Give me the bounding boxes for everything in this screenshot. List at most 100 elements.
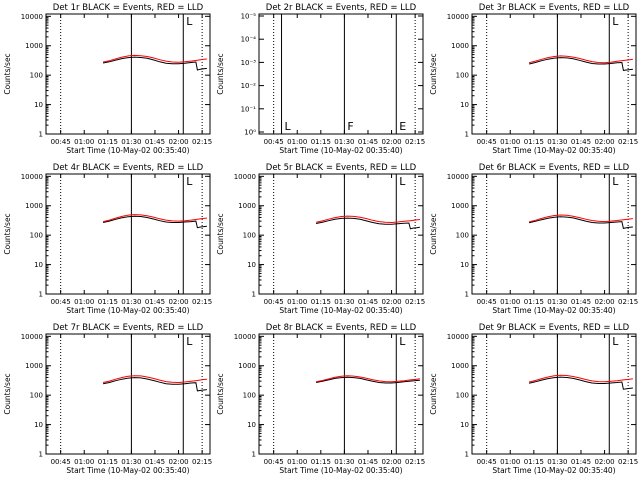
series-line-events — [316, 376, 420, 384]
plot-frame — [471, 333, 637, 455]
x-axis-label: Start Time (10-May-02 00:35:40) — [492, 146, 615, 155]
panel-title: Det 7r BLACK = Events, RED = LLD — [53, 323, 204, 333]
x-tick-label: 01:30 — [547, 298, 567, 306]
x-tick-label: 02:15 — [618, 458, 638, 466]
series-line-events — [102, 215, 207, 229]
y-tick-label: 10000 — [21, 333, 43, 341]
x-tick-label: 01:45 — [145, 458, 165, 466]
panel-title: Det 3r BLACK = Events, RED = LLD — [479, 3, 630, 13]
x-tick-label: 01:30 — [547, 458, 567, 466]
detector-panel-det9: Det 9r BLACK = Events, RED = LLD L 00:45 01… — [429, 323, 638, 475]
y-tick-label: 100 — [456, 392, 469, 400]
y-tick-label: 1 — [252, 451, 256, 459]
y-tick-label: 10 — [34, 261, 43, 269]
x-tick-label: 00:45 — [51, 298, 71, 306]
y-tick-label: 10 — [247, 421, 256, 429]
y-tick-label: 10⁻³ — [241, 59, 257, 67]
y-tick-label: 10000 — [447, 173, 469, 181]
time-marker-label: L — [612, 335, 619, 348]
time-marker-label: L — [186, 335, 193, 348]
x-tick-label: 02:00 — [381, 138, 401, 146]
y-axis-label: Counts/sec — [3, 373, 12, 414]
y-tick-label: 100 — [30, 392, 43, 400]
x-tick-label: 02:15 — [405, 138, 425, 146]
y-tick-label: 1000 — [451, 362, 469, 370]
x-axis-label: Start Time (10-May-02 00:35:40) — [492, 466, 615, 475]
y-tick-label: 10⁻⁴ — [241, 36, 257, 44]
panel-title: Det 1r BLACK = Events, RED = LLD — [53, 3, 204, 13]
x-tick-label: 02:00 — [381, 298, 401, 306]
y-tick-label: 10 — [460, 261, 469, 269]
x-tick-label: 00:45 — [477, 138, 497, 146]
x-axis-label: Start Time (10-May-02 00:35:40) — [66, 466, 189, 475]
y-tick-label: 10000 — [447, 13, 469, 21]
x-tick-label: 02:15 — [618, 298, 638, 306]
series-line-events — [103, 377, 207, 392]
x-tick-label: 01:15 — [524, 138, 544, 146]
y-axis-label: Counts/sec — [429, 53, 438, 94]
y-tick-label: 10 — [34, 101, 43, 109]
x-axis-label: Start Time (10-May-02 00:35:40) — [66, 306, 189, 315]
y-tick-label: 1000 — [25, 362, 43, 370]
y-tick-label: 10⁻⁵ — [241, 13, 257, 21]
plot-frame — [45, 173, 211, 295]
x-tick-label: 01:30 — [121, 138, 141, 146]
y-tick-label: 1 — [465, 291, 469, 299]
panel-title: Det 4r BLACK = Events, RED = LLD — [53, 163, 204, 173]
time-marker-label: L — [285, 120, 292, 133]
x-tick-label: 01:00 — [74, 458, 94, 466]
series-line-events — [528, 376, 633, 390]
time-marker-label: L — [186, 175, 193, 188]
panel-title: Det 6r BLACK = Events, RED = LLD — [479, 163, 630, 173]
x-tick-label: 00:45 — [264, 138, 284, 146]
y-tick-label: 100 — [30, 232, 43, 240]
x-axis-label: Start Time (10-May-02 00:35:40) — [66, 146, 189, 155]
series-line-lld — [102, 375, 207, 384]
y-tick-label: 100 — [30, 72, 43, 80]
panel-title: Det 9r BLACK = Events, RED = LLD — [479, 323, 630, 333]
series-line-events — [528, 216, 633, 229]
x-tick-label: 01:00 — [74, 138, 94, 146]
x-tick-label: 01:45 — [571, 138, 591, 146]
x-tick-label: 01:45 — [571, 298, 591, 306]
series-line-lld — [528, 214, 633, 223]
plot-frame — [258, 333, 424, 455]
x-tick-label: 02:00 — [168, 298, 188, 306]
x-tick-label: 01:15 — [311, 298, 331, 306]
time-marker-label: L — [186, 15, 193, 28]
y-tick-label: 1000 — [238, 362, 256, 370]
x-tick-label: 01:45 — [571, 458, 591, 466]
y-tick-label: 1000 — [238, 202, 256, 210]
x-tick-label: 02:00 — [594, 138, 614, 146]
x-tick-label: 01:00 — [500, 138, 520, 146]
y-tick-label: 1000 — [25, 202, 43, 210]
x-tick-label: 00:45 — [264, 458, 284, 466]
panel-title: Det 2r BLACK = Events, RED = LLD — [266, 3, 417, 13]
y-axis-label: Counts/sec — [3, 213, 12, 254]
x-tick-label: 01:00 — [287, 298, 307, 306]
y-axis-label: Counts/sec — [216, 213, 225, 254]
x-tick-label: 02:00 — [381, 458, 401, 466]
x-tick-label: 02:00 — [168, 138, 188, 146]
y-tick-label: 100 — [456, 72, 469, 80]
x-tick-label: 01:00 — [500, 298, 520, 306]
x-axis-label: Start Time (10-May-02 00:35:40) — [492, 306, 615, 315]
y-tick-label: 10 — [460, 421, 469, 429]
x-tick-label: 01:45 — [358, 138, 378, 146]
x-tick-label: 01:45 — [358, 298, 378, 306]
y-tick-label: 10000 — [21, 13, 43, 21]
x-tick-label: 00:45 — [477, 458, 497, 466]
x-tick-label: 01:30 — [334, 298, 354, 306]
x-tick-label: 02:00 — [594, 298, 614, 306]
y-tick-label: 1 — [39, 291, 43, 299]
plot-frame — [45, 333, 211, 455]
x-tick-label: 01:15 — [524, 458, 544, 466]
y-tick-label: 1 — [39, 131, 43, 139]
series-line-lld — [528, 55, 633, 64]
y-tick-label: 10 — [460, 101, 469, 109]
